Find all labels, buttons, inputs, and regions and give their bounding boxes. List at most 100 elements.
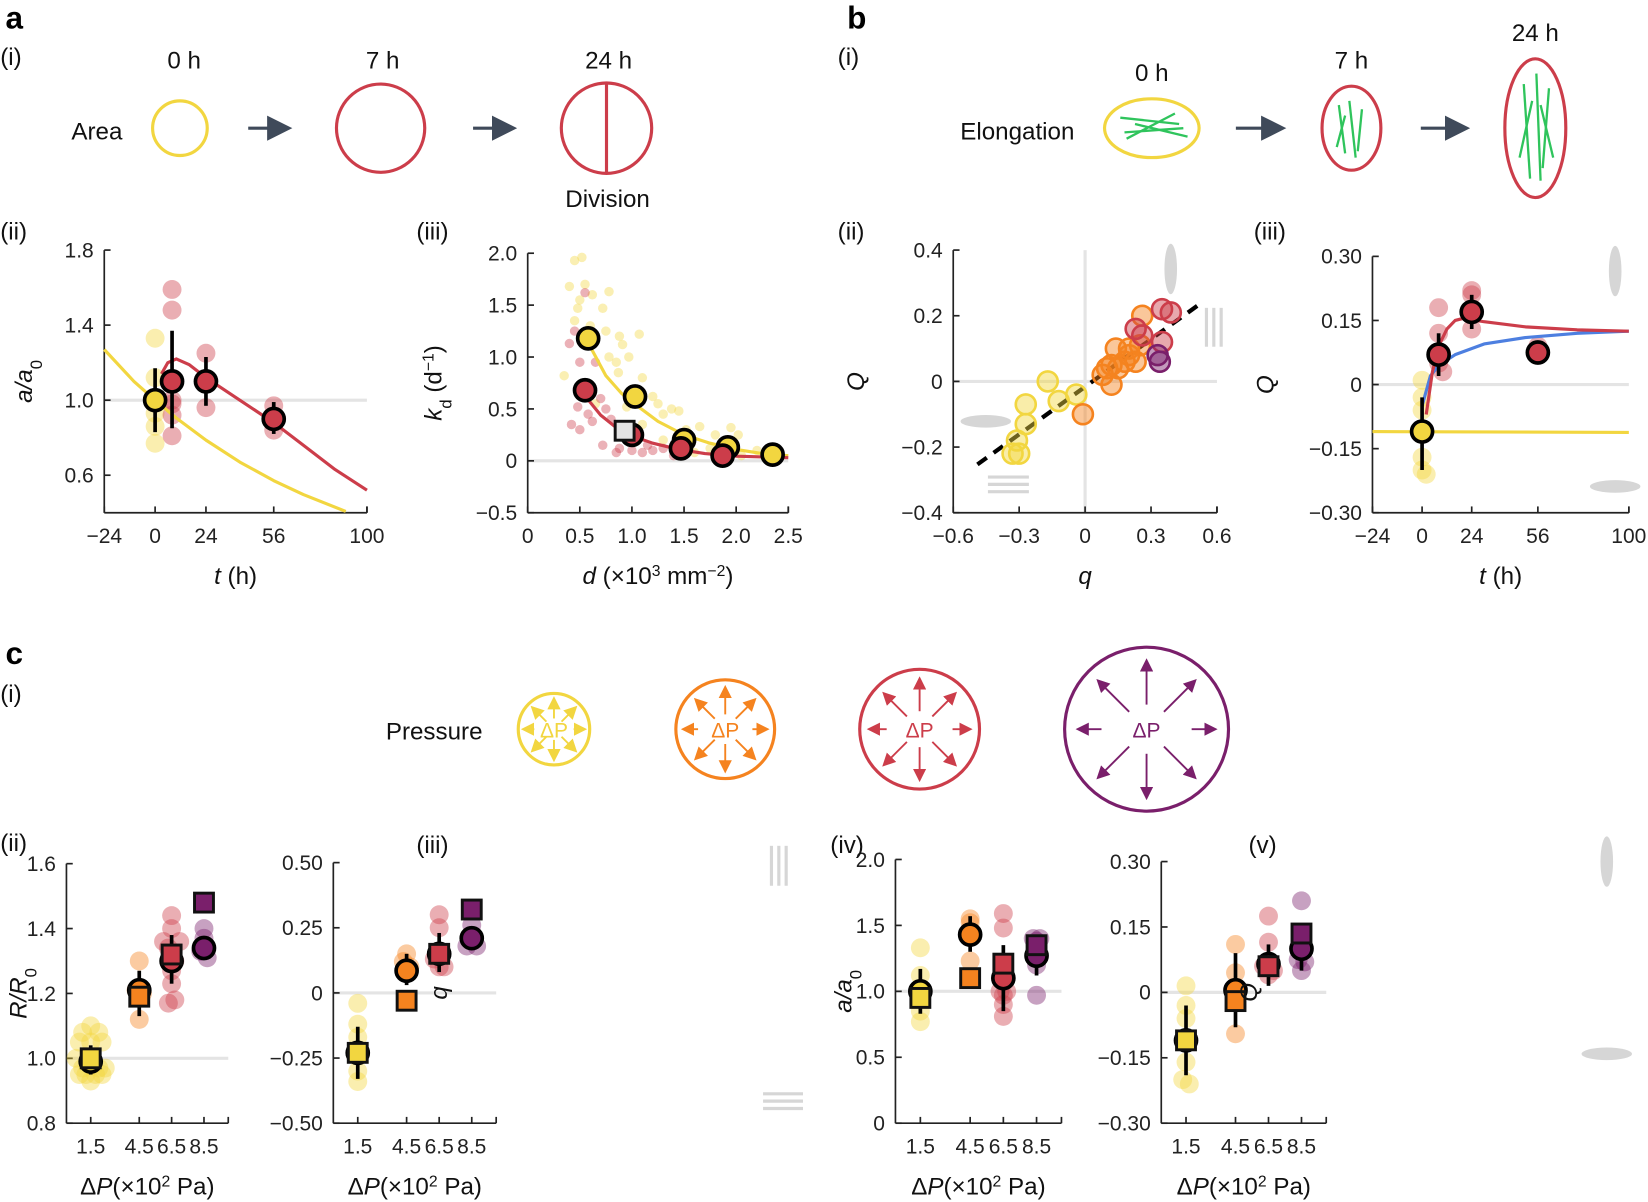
cell-24h-icon (1503, 57, 1568, 200)
faint-point (627, 445, 637, 456)
mean-circle-yellow (760, 442, 785, 467)
mean-square-yellow (346, 1041, 369, 1064)
cell-7h-icon (1320, 84, 1383, 172)
faint-point (564, 281, 575, 292)
ylabel-part: R/R (6, 977, 33, 1019)
mean-circle-yellow (575, 325, 601, 351)
faint-point (575, 295, 585, 305)
time-24h: 24 h (1512, 20, 1559, 47)
mean-square-purple (460, 898, 483, 921)
area-schematic: Area 0 h 7 h 24 h Division (71, 47, 654, 213)
faint-point (658, 409, 668, 419)
data-point-orange (1113, 350, 1136, 373)
y-axis-label: q (426, 986, 453, 1000)
xlabel-part: 3 (652, 563, 661, 580)
ylabel-part: a/a (830, 979, 857, 1013)
fit-curve-yellow (103, 348, 347, 513)
x-tick-label: −24 (1355, 525, 1391, 548)
y-axis-label: a/a0 (11, 360, 45, 403)
faint-point (617, 339, 628, 350)
x-tick-label: 4.5 (956, 1136, 985, 1159)
xlabel-part: Δ (348, 1174, 364, 1201)
delta-p-label: ΔP (540, 720, 568, 743)
faint-point (1226, 934, 1245, 954)
faint-point (194, 919, 214, 939)
panel-a-i-label: (i) (0, 44, 21, 71)
pressure-arrow-icon (560, 736, 578, 753)
faint-point (162, 906, 182, 926)
xlabel-part: 2 (161, 1173, 170, 1190)
xlabel-part: ) (725, 563, 733, 590)
faint-point (1027, 985, 1047, 1005)
faint-point (587, 416, 598, 427)
xlabel-part: Pa) (170, 1174, 214, 1201)
faint-point (694, 421, 705, 432)
elongation-schematic: Elongation 0 h 7 h 24 h (960, 20, 1568, 200)
pressure-cell-purple: ΔP (1063, 645, 1231, 813)
x-tick-label: 24 (1460, 525, 1484, 548)
delta-p-label: ΔP (1133, 720, 1161, 743)
y-tick-label: −0.50 (270, 1113, 323, 1136)
mean-square-yellow (79, 1047, 102, 1070)
pressure-cell-yellow: ΔP (516, 691, 592, 767)
pressure-cell-red: ΔP (858, 667, 982, 791)
x-tick-label: 100 (1611, 525, 1646, 548)
faint-point (614, 443, 625, 454)
y-tick-label: 0 (931, 371, 943, 394)
y-tick-label: 0.30 (1110, 851, 1151, 874)
cell-outline-icon (516, 691, 592, 767)
y-tick-label: 0.15 (1321, 310, 1362, 333)
faint-point (162, 426, 182, 446)
faint-point (637, 373, 648, 383)
faint-point (158, 993, 178, 1013)
mean-circle-yellow (622, 384, 648, 409)
faint-point (575, 357, 585, 367)
y-axis-label: R/R0 (6, 968, 40, 1019)
x-tick-label: 1.5 (76, 1136, 105, 1159)
faint-point (1259, 932, 1278, 952)
faint-point (1226, 1024, 1245, 1044)
fibers-icon (1335, 100, 1364, 158)
faint-point (614, 331, 625, 341)
y-tick-label: 0.5 (488, 398, 517, 421)
mean-square-yellow (1175, 1029, 1197, 1052)
y-tick-label: 0.2 (914, 305, 943, 328)
vertical-ellipse-icon (1608, 245, 1622, 297)
x-tick-label: 0 (522, 525, 534, 548)
chart-a-ii: 0.61.01.41.8−24 0 24 56 100(ii)t (h)a/a0 (0, 219, 384, 591)
y-tick-label: 0.25 (282, 917, 323, 940)
faint-point (993, 918, 1013, 938)
pressure-arrow-icon (931, 691, 958, 718)
faint-point (1292, 891, 1311, 911)
mean-circle-orange (394, 958, 419, 984)
faint-point (624, 352, 634, 362)
faint-point (611, 357, 622, 367)
x-tick-label: 0.3 (1136, 525, 1165, 548)
faint-point (162, 919, 182, 939)
faint-point (960, 951, 980, 971)
x-axis-label: ΔP(×102 Pa) (1177, 1173, 1311, 1200)
faint-point (1416, 464, 1436, 484)
xlabel-part: 2 (429, 1173, 438, 1190)
faint-point (637, 447, 648, 458)
y-tick-label: 0 (311, 982, 323, 1005)
xlabel-part: −2 (707, 563, 725, 580)
x-tick-label: 2.0 (722, 525, 751, 548)
pressure-arrow-icon (1163, 678, 1197, 713)
x-tick-label: 2.5 (774, 525, 803, 548)
y-axis-label: a/a0 (830, 970, 865, 1013)
x-tick-label: 24 (194, 525, 218, 548)
panel-label: (ii) (838, 219, 865, 246)
y-tick-label: 1.5 (488, 294, 517, 317)
ylabel-part: −1 (420, 353, 437, 371)
pressure-schematic: Pressure ΔP ΔP ΔP ΔP (386, 645, 1231, 813)
horizontal-ellipse-icon (1581, 1047, 1632, 1061)
ylabel-part: k (421, 407, 448, 421)
faint-point (1429, 298, 1449, 318)
cell-7h-icon (334, 82, 427, 174)
pressure-arrow-icon (693, 697, 716, 720)
ylabel-part: ) (421, 345, 448, 353)
mean-circle-purple (191, 935, 217, 961)
xlabel-part: d (583, 563, 598, 590)
